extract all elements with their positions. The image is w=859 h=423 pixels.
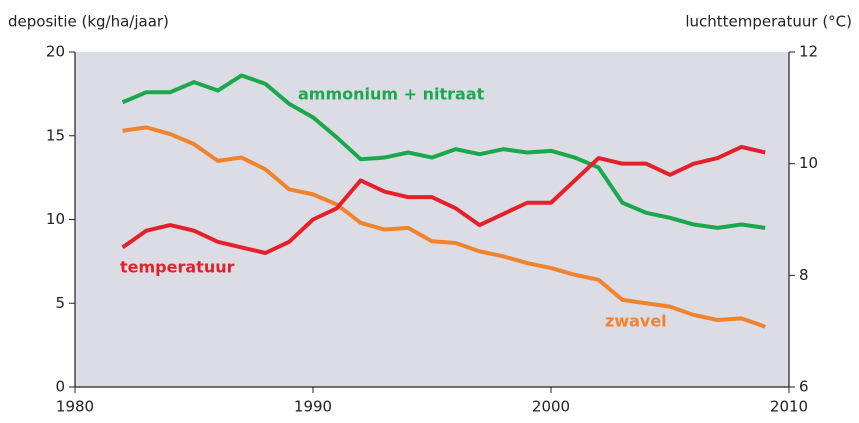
- y-tick-label: 5: [55, 294, 65, 312]
- y2-tick-label: 8: [799, 266, 809, 284]
- y2-tick-label: 10: [799, 154, 818, 172]
- series-line: [121, 144, 766, 255]
- y-tick-label: 15: [46, 126, 65, 144]
- series-line: [121, 73, 766, 230]
- series-line: [122, 125, 766, 329]
- y2-axis-label: luchttemperatuur (°C): [685, 13, 852, 31]
- y-tick-label: 10: [46, 210, 65, 228]
- y-tick-label: 0: [55, 378, 65, 396]
- y-axis-label: depositie (kg/ha/jaar): [8, 13, 169, 31]
- series-label: temperatuur: [120, 258, 235, 277]
- series-label: ammonium + nitraat: [298, 85, 485, 104]
- x-tick-label: 1990: [294, 398, 332, 416]
- x-tick-label: 2000: [532, 398, 570, 416]
- y-tick-label: 20: [46, 43, 65, 61]
- x-tick-label: 1980: [56, 398, 94, 416]
- y2-tick-label: 6: [799, 378, 809, 396]
- series-label: zwavel: [605, 312, 667, 331]
- x-tick-label: 2010: [770, 398, 808, 416]
- y2-tick-label: 12: [799, 43, 818, 61]
